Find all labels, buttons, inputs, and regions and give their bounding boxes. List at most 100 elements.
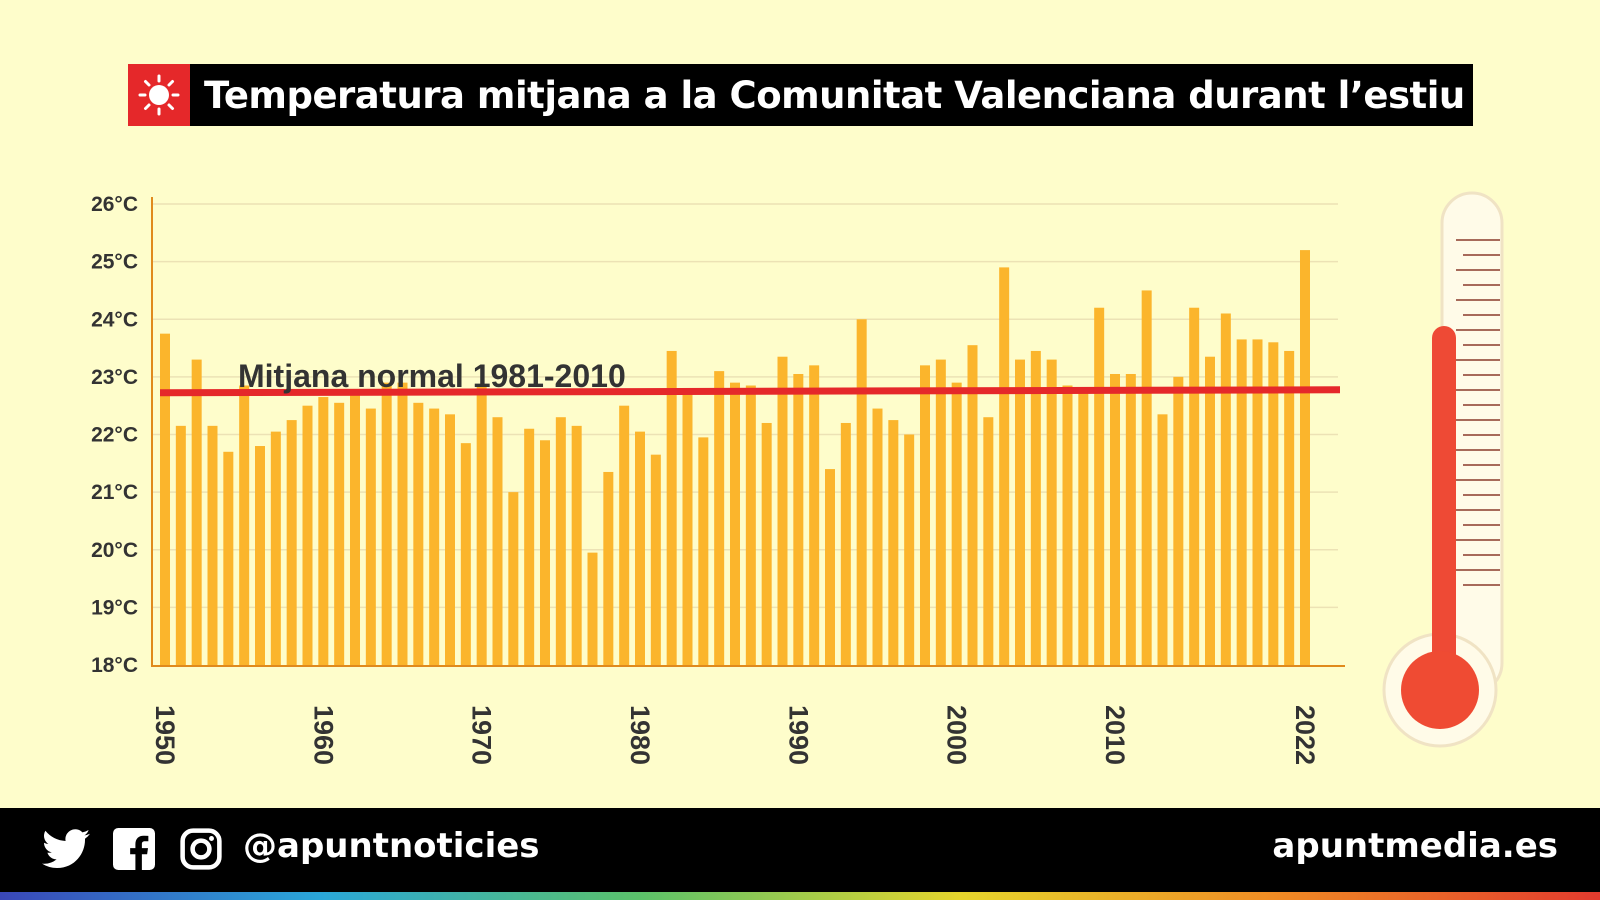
- x-tick-label: 2000: [942, 705, 972, 765]
- bar-1994: [856, 319, 867, 665]
- bar-1969: [460, 443, 471, 665]
- y-tick-label: 22°C: [91, 424, 138, 447]
- bar-1964: [381, 382, 392, 665]
- bar-2010: [1110, 373, 1120, 665]
- bar-2012: [1141, 290, 1152, 665]
- bar-1998: [920, 365, 930, 665]
- bar-2005: [1030, 350, 1041, 665]
- bar-1980: [635, 431, 645, 665]
- chart-title: Temperatura mitjana a la Comunitat Valen…: [204, 73, 1465, 117]
- y-tick-label: 26°C: [91, 193, 138, 216]
- bar-1959: [302, 405, 313, 665]
- thermometer-icon: [1382, 191, 1504, 748]
- bar-1984: [698, 437, 709, 665]
- y-tick-label: 23°C: [91, 366, 138, 389]
- sun-icon: [128, 64, 190, 126]
- y-tick-label: 24°C: [91, 308, 138, 331]
- y-tick-label: 19°C: [91, 596, 138, 619]
- bar-1996: [888, 420, 899, 665]
- website-link[interactable]: apuntmedia.es: [1272, 826, 1558, 866]
- bar-2014: [1173, 376, 1184, 665]
- bar-1967: [429, 408, 440, 665]
- bar-2016: [1205, 356, 1215, 665]
- instagram-icon[interactable]: [180, 828, 222, 870]
- bar-1986: [730, 382, 740, 665]
- bar-1966: [413, 402, 424, 665]
- bar-2001: [967, 345, 978, 665]
- bar-2003: [999, 267, 1010, 665]
- bar-2017: [1220, 313, 1231, 665]
- x-tick-label: 1950: [150, 705, 180, 765]
- bar-2011: [1125, 373, 1136, 665]
- x-tick-label: 1990: [783, 705, 813, 765]
- bar-1979: [619, 405, 630, 665]
- bar-2015: [1189, 307, 1200, 665]
- bar-1972: [508, 492, 519, 665]
- bar-1989: [777, 356, 788, 665]
- bar-1961: [334, 402, 345, 665]
- bar-1957: [270, 431, 281, 665]
- bar-1982: [666, 350, 677, 665]
- footer: @apuntnoticies apuntmedia.es: [0, 808, 1600, 892]
- bar-2007: [1062, 385, 1073, 665]
- bar-2018: [1236, 339, 1247, 665]
- bar-2008: [1078, 388, 1089, 665]
- bar-1981: [650, 454, 661, 665]
- bar-1971: [492, 417, 503, 665]
- bar-2004: [1015, 359, 1025, 665]
- bar-1960: [318, 397, 329, 665]
- bar-1983: [682, 394, 693, 665]
- bar-1968: [445, 414, 455, 665]
- facebook-icon[interactable]: [113, 828, 155, 870]
- chart-title-bar: Temperatura mitjana a la Comunitat Valen…: [128, 64, 1473, 126]
- twitter-icon[interactable]: [42, 828, 90, 870]
- x-tick-label: 1970: [467, 705, 497, 765]
- bar-2009: [1094, 307, 1105, 665]
- bar-1991: [809, 365, 820, 665]
- normal-reference-line: [159, 386, 1341, 397]
- bar-1951: [175, 425, 186, 665]
- bar-1952: [191, 359, 202, 665]
- bar-2022: [1300, 250, 1310, 665]
- bar-2019: [1252, 339, 1263, 665]
- bar-1978: [603, 471, 614, 665]
- bar-chart: 18°C 19°C 20°C 21°C 22°C 23°C 24°C 25°C 26°C 1950…: [91, 191, 1504, 765]
- bar-1977: [587, 552, 598, 665]
- bar-1965: [397, 382, 408, 665]
- bar-2013: [1157, 414, 1168, 665]
- bar-1956: [255, 446, 265, 665]
- bar-1974: [540, 440, 550, 665]
- reference-line-label: Mitjana normal 1981-2010: [238, 358, 626, 394]
- x-tick-label: 1980: [625, 705, 655, 765]
- color-strip: [0, 892, 1600, 900]
- bar-1953: [207, 425, 218, 665]
- bar-1990: [793, 373, 804, 665]
- bar-2000: [951, 382, 962, 665]
- bar-1950: [160, 333, 170, 665]
- bar-1999: [935, 359, 946, 665]
- bar-1987: [745, 385, 756, 665]
- y-tick-label: 20°C: [91, 539, 138, 562]
- bar-1985: [714, 371, 725, 665]
- bar-1955: [239, 385, 250, 665]
- bar-2021: [1284, 350, 1295, 665]
- bar-1975: [555, 417, 566, 665]
- bar-1958: [286, 420, 297, 665]
- x-tick-label: 2022: [1290, 705, 1320, 765]
- bar-2020: [1268, 342, 1279, 665]
- bar-1970: [476, 385, 487, 665]
- bar-1993: [840, 422, 851, 665]
- bar-1992: [825, 469, 835, 665]
- bar-1973: [524, 428, 535, 665]
- bar-1963: [365, 408, 376, 665]
- bar-1962: [350, 394, 360, 665]
- bar-1997: [904, 434, 915, 665]
- bar-1988: [761, 422, 772, 665]
- bar-1976: [571, 425, 582, 665]
- bar-1995: [872, 408, 883, 665]
- y-tick-label: 21°C: [91, 481, 138, 504]
- social-handle[interactable]: @apuntnoticies: [243, 826, 540, 866]
- x-tick-label: 1960: [308, 705, 338, 765]
- x-tick-label: 2010: [1100, 705, 1130, 765]
- bar-2006: [1046, 359, 1057, 665]
